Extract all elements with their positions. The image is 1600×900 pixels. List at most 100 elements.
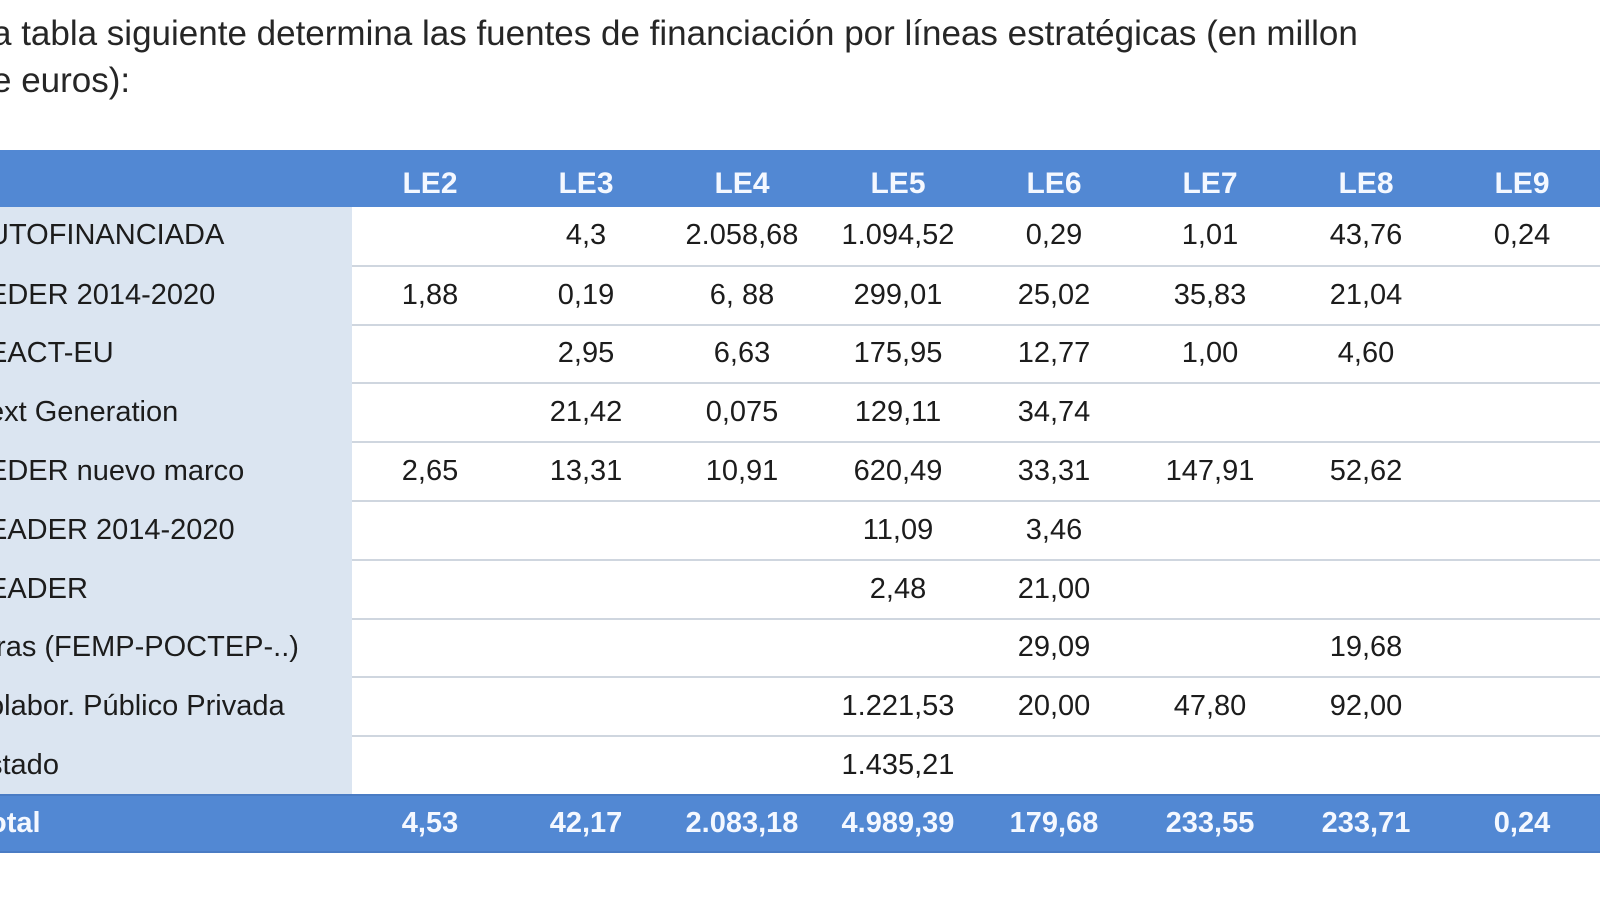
value-cell: 2.058,68 bbox=[664, 207, 820, 267]
row-label: olabor. Público Privada bbox=[0, 677, 352, 738]
value-cell bbox=[1132, 500, 1288, 561]
value-cell bbox=[1132, 736, 1288, 795]
header-cell-le6: LE6 bbox=[1026, 166, 1082, 200]
financing-table: LE2 LE3 LE4 LE5 LE6 LE7 LE8 LE9 UTOFINAN… bbox=[0, 150, 1600, 853]
value-cell bbox=[664, 559, 820, 620]
row-label: EADER 2014-2020 bbox=[0, 500, 352, 561]
header-cell-le9: LE9 bbox=[1494, 166, 1550, 200]
header-cell-le7: LE7 bbox=[1182, 166, 1238, 200]
value-cell: 21,42 bbox=[508, 383, 664, 444]
value-cell bbox=[508, 559, 664, 620]
row-label: tras (FEMP-POCTEP-..) bbox=[0, 618, 352, 679]
table-row: EADER 2014-2020 11,09 3,46 bbox=[0, 500, 1600, 561]
header-cell-le8: LE8 bbox=[1338, 166, 1394, 200]
table-row: EDER nuevo marco 2,65 13,31 10,91 620,49 33,3… bbox=[0, 442, 1600, 502]
value-cell bbox=[1132, 618, 1288, 679]
value-cell: 1.094,52 bbox=[820, 207, 976, 267]
table-header-row: LE2 LE3 LE4 LE5 LE6 LE7 LE8 LE9 bbox=[0, 150, 1600, 207]
value-cell bbox=[1444, 442, 1600, 502]
value-cell: 12,77 bbox=[976, 324, 1132, 385]
value-cell: 1,00 bbox=[1132, 324, 1288, 385]
value-cell bbox=[352, 324, 508, 385]
value-cell bbox=[664, 736, 820, 795]
value-cell: 25,02 bbox=[976, 265, 1132, 326]
value-cell: 175,95 bbox=[820, 324, 976, 385]
total-cell: 4.989,39 bbox=[820, 793, 976, 853]
value-cell bbox=[664, 500, 820, 561]
value-cell: 147,91 bbox=[1132, 442, 1288, 502]
value-cell bbox=[1444, 324, 1600, 385]
value-cell: 13,31 bbox=[508, 442, 664, 502]
value-cell: 1.435,21 bbox=[820, 736, 976, 795]
value-cell: 0,19 bbox=[508, 265, 664, 326]
header-cell-le3: LE3 bbox=[558, 166, 614, 200]
header-cell-label bbox=[0, 150, 352, 207]
value-cell bbox=[508, 500, 664, 561]
value-cell: 47,80 bbox=[1132, 677, 1288, 738]
table-row: tras (FEMP-POCTEP-..) 29,09 19,68 bbox=[0, 618, 1600, 679]
value-cell bbox=[508, 736, 664, 795]
value-cell: 43,76 bbox=[1288, 207, 1444, 267]
value-cell: 2,65 bbox=[352, 442, 508, 502]
header-cell-le4: LE4 bbox=[714, 166, 770, 200]
row-label: EDER 2014-2020 bbox=[0, 265, 352, 326]
value-cell bbox=[1288, 559, 1444, 620]
header-cell-le2: LE2 bbox=[402, 166, 458, 200]
value-cell bbox=[1444, 500, 1600, 561]
value-cell: 3,46 bbox=[976, 500, 1132, 561]
value-cell: 20,00 bbox=[976, 677, 1132, 738]
row-label: EDER nuevo marco bbox=[0, 442, 352, 502]
total-cell: 2.083,18 bbox=[664, 793, 820, 853]
value-cell bbox=[1288, 736, 1444, 795]
intro-line-2: e euros): bbox=[0, 61, 131, 100]
total-label: otal bbox=[0, 793, 352, 853]
value-cell: 19,68 bbox=[1288, 618, 1444, 679]
value-cell: 2,95 bbox=[508, 324, 664, 385]
value-cell: 33,31 bbox=[976, 442, 1132, 502]
total-cell: 233,71 bbox=[1288, 793, 1444, 853]
value-cell bbox=[1444, 736, 1600, 795]
value-cell: 92,00 bbox=[1288, 677, 1444, 738]
value-cell bbox=[352, 618, 508, 679]
value-cell: 620,49 bbox=[820, 442, 976, 502]
intro-paragraph: a tabla siguiente determina las fuentes … bbox=[0, 10, 1600, 104]
value-cell: 35,83 bbox=[1132, 265, 1288, 326]
value-cell bbox=[976, 736, 1132, 795]
value-cell bbox=[508, 618, 664, 679]
total-cell: 179,68 bbox=[976, 793, 1132, 853]
value-cell bbox=[1288, 500, 1444, 561]
value-cell bbox=[1444, 265, 1600, 326]
value-cell bbox=[820, 618, 976, 679]
value-cell: 0,24 bbox=[1444, 207, 1600, 267]
total-cell: 233,55 bbox=[1132, 793, 1288, 853]
total-cell: 0,24 bbox=[1444, 793, 1600, 853]
value-cell bbox=[352, 500, 508, 561]
row-label: EACT-EU bbox=[0, 324, 352, 385]
header-cell-le5: LE5 bbox=[870, 166, 926, 200]
value-cell bbox=[1444, 559, 1600, 620]
value-cell bbox=[664, 677, 820, 738]
value-cell bbox=[664, 618, 820, 679]
table-row: olabor. Público Privada 1.221,53 20,00 47,8… bbox=[0, 677, 1600, 738]
value-cell bbox=[1132, 383, 1288, 444]
value-cell bbox=[1444, 677, 1600, 738]
table-row: EACT-EU 2,95 6,63 175,95 12,77 1,00 4,60 bbox=[0, 324, 1600, 385]
value-cell: 11,09 bbox=[820, 500, 976, 561]
value-cell: 1,01 bbox=[1132, 207, 1288, 267]
row-label: UTOFINANCIADA bbox=[0, 207, 352, 267]
table-row: ext Generation 21,42 0,075 129,11 34,74 bbox=[0, 383, 1600, 444]
intro-line-1: a tabla siguiente determina las fuentes … bbox=[0, 14, 1358, 53]
value-cell: 4,60 bbox=[1288, 324, 1444, 385]
value-cell: 4,3 bbox=[508, 207, 664, 267]
value-cell bbox=[1444, 383, 1600, 444]
value-cell: 0,075 bbox=[664, 383, 820, 444]
value-cell: 6,63 bbox=[664, 324, 820, 385]
value-cell bbox=[352, 559, 508, 620]
table-row: EDER 2014-2020 1,88 0,19 6, 88 299,01 25,02 35… bbox=[0, 265, 1600, 326]
value-cell: 129,11 bbox=[820, 383, 976, 444]
value-cell bbox=[1444, 618, 1600, 679]
value-cell: 52,62 bbox=[1288, 442, 1444, 502]
value-cell: 0,29 bbox=[976, 207, 1132, 267]
total-cell: 4,53 bbox=[352, 793, 508, 853]
